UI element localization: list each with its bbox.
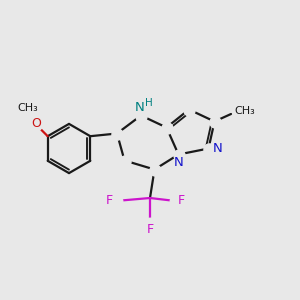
Text: N: N <box>174 156 184 169</box>
Text: CH₃: CH₃ <box>234 106 255 116</box>
Text: CH₃: CH₃ <box>17 103 38 113</box>
Text: N: N <box>135 100 144 114</box>
Text: F: F <box>146 223 154 236</box>
Text: O: O <box>32 117 41 130</box>
Text: H: H <box>145 98 153 108</box>
Text: F: F <box>178 194 185 208</box>
Text: F: F <box>106 194 113 208</box>
Text: N: N <box>213 142 222 155</box>
